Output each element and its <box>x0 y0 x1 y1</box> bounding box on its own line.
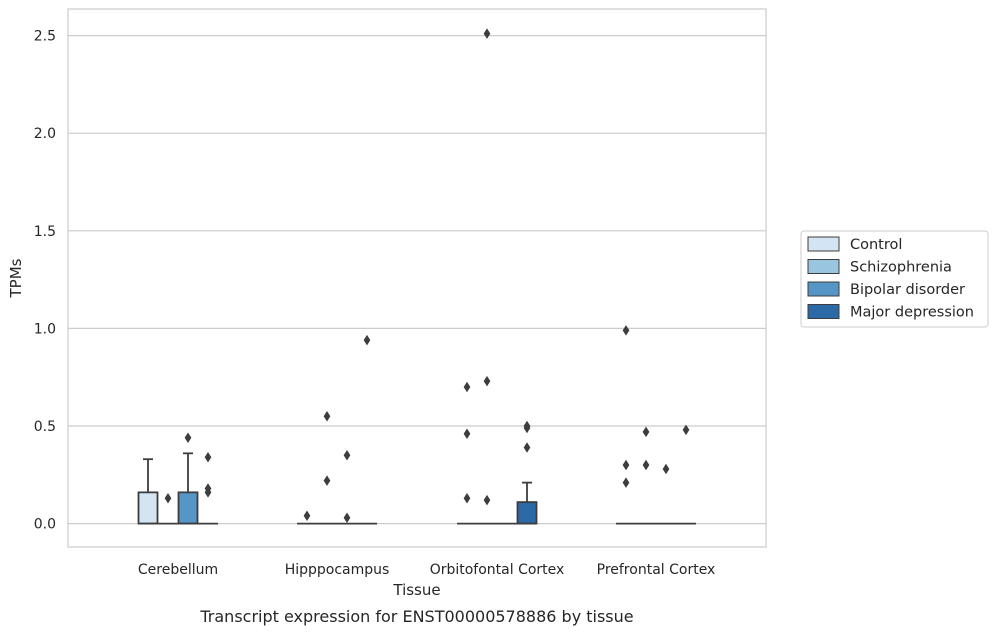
box-schizophrenia-prefrontal-cortex <box>636 426 656 525</box>
box-body <box>516 501 538 525</box>
box-bipolar-disorder-cerebellum <box>177 432 199 525</box>
outlier-point <box>303 510 311 522</box>
y-tick-label: 1.5 <box>34 224 56 240</box>
legend-item-schizophrenia: Schizophrenia <box>807 259 952 276</box>
x-tick-labels: Cerebellum Hipppocampus Orbitofontal Corte… <box>138 562 715 578</box>
box-schizophrenia-hipppocampus <box>317 410 337 525</box>
legend-swatch <box>807 304 840 319</box>
box-control-cerebellum <box>137 458 159 525</box>
y-tick-label: 0.0 <box>34 517 56 533</box>
box-bipolar-disorder-prefrontal-cortex <box>656 463 676 525</box>
outlier-point <box>204 487 212 498</box>
outlier-point <box>642 459 650 471</box>
x-tick-label: Cerebellum <box>138 562 218 578</box>
box-schizophrenia-orbitofontal-cortex <box>477 28 497 525</box>
box-control-orbitofontal-cortex <box>457 381 477 525</box>
outlier-point <box>463 428 471 440</box>
legend-item-major-depression: Major depression <box>807 304 974 321</box>
outlier-point <box>343 450 351 461</box>
legend-label: Bipolar disorder <box>850 282 965 298</box>
x-tick-label: Hipppocampus <box>285 562 390 578</box>
y-tick-label: 2.0 <box>34 126 56 142</box>
box-major-depression-prefrontal-cortex <box>676 424 696 525</box>
legend-label: Schizophrenia <box>850 260 952 276</box>
box-body <box>177 491 199 525</box>
outlier-point <box>343 512 351 523</box>
legend-swatch <box>807 281 840 297</box>
outlier-point <box>164 492 172 504</box>
outlier-point <box>622 477 630 488</box>
legend-frame <box>800 230 989 328</box>
box-major-depression-hipppocampus <box>357 334 377 525</box>
outlier-point <box>463 381 471 393</box>
chart-caption: Transcript expression for ENST0000057888… <box>199 607 633 626</box>
y-tick-label: 0.5 <box>34 419 56 435</box>
outlier-point <box>184 432 192 443</box>
box-major-depression-orbitofontal-cortex <box>516 420 538 525</box>
outlier-point <box>523 422 531 434</box>
box-control-hipppocampus <box>297 510 317 525</box>
outlier-point <box>642 426 650 438</box>
plot-frame <box>67 8 767 548</box>
outlier-point <box>523 442 531 453</box>
x-tick-label: Prefrontal Cortex <box>597 562 716 578</box>
legend-item-bipolar-disorder: Bipolar disorder <box>807 281 965 298</box>
outlier-point <box>483 494 491 506</box>
outlier-point <box>204 451 212 463</box>
legend-swatch <box>807 259 840 274</box>
gridlines <box>68 34 766 525</box>
y-axis-label: TPMs <box>7 258 25 298</box>
box-control-prefrontal-cortex <box>616 325 636 525</box>
legend-item-control: Control <box>807 236 902 253</box>
outlier-point <box>323 410 331 422</box>
outlier-point <box>682 424 690 436</box>
outlier-point <box>622 325 630 336</box>
x-tick-label: Orbitofontal Cortex <box>430 562 565 578</box>
legend-swatch <box>807 236 840 252</box>
box-layer <box>137 28 696 525</box>
outlier-point <box>483 28 491 39</box>
box-bipolar-disorder-hipppocampus <box>337 450 357 525</box>
y-tick-label: 2.5 <box>34 29 56 45</box>
box-schizophrenia-cerebellum <box>158 492 178 525</box>
x-axis-label: Tissue <box>392 581 440 599</box>
y-tick-label: 1.0 <box>34 321 56 337</box>
y-tick-labels: 0.0 0.5 1.0 1.5 2.0 2.5 <box>34 29 56 533</box>
legend-label: Major depression <box>850 305 974 321</box>
outlier-point <box>363 334 371 346</box>
box-body <box>137 491 159 525</box>
legend-items: Control Schizophrenia Bipolar disorder Majo… <box>807 236 974 321</box>
outlier-point <box>483 375 491 387</box>
legend: Control Schizophrenia Bipolar disorder Majo… <box>800 230 989 328</box>
legend-label: Control <box>850 237 902 253</box>
box-major-depression-cerebellum <box>198 451 218 525</box>
outlier-point <box>323 475 331 486</box>
outlier-point <box>463 492 471 504</box>
outlier-point <box>662 463 670 475</box>
outlier-point <box>622 459 630 471</box>
